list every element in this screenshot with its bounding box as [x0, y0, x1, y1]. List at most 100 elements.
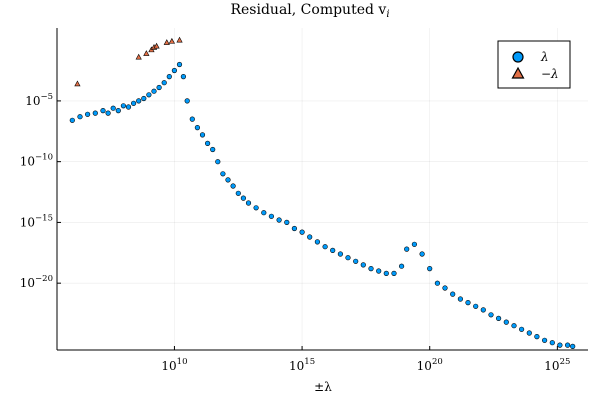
lambda-point-29	[225, 177, 231, 183]
lambda-point-75	[564, 342, 571, 348]
lambda-point-4	[100, 107, 106, 114]
lambda-point-53	[399, 263, 405, 269]
axes	[56, 28, 588, 351]
neg-lambda-point-1	[135, 53, 142, 60]
lambda-point-12	[141, 95, 147, 102]
lambda-point-72	[541, 337, 548, 343]
lambda-point-46	[345, 255, 351, 261]
neg-lambda-point-5	[153, 42, 160, 49]
lambda-point-50	[376, 268, 382, 274]
neg-lambda-point-6	[163, 39, 170, 45]
lambda-point-51	[383, 270, 389, 277]
lambda-point-3	[92, 110, 98, 116]
lambda-point-56	[419, 251, 425, 257]
lambda-point-38	[284, 219, 290, 225]
lambda-point-15	[156, 84, 162, 91]
lambda-point-19	[176, 61, 183, 68]
neg-lambda-point-0	[74, 80, 81, 87]
lambda-point-28	[220, 171, 226, 177]
lambda-point-58	[434, 280, 441, 286]
lambda-point-71	[534, 334, 540, 340]
lambda-point-32	[240, 195, 246, 201]
lambda-point-47	[353, 258, 359, 264]
legend: λ −λ	[497, 40, 571, 89]
legend-label-neg-lambda: −λ	[541, 67, 559, 81]
lambda-point-21	[184, 98, 190, 104]
lambda-point-63	[473, 303, 479, 309]
series-neg-lambda-points	[74, 36, 183, 87]
lambda-point-66	[496, 315, 502, 322]
y-tick-label-1: 10−10	[20, 153, 53, 169]
lambda-point-18	[171, 67, 177, 74]
lambda-point-26	[210, 146, 216, 153]
y-tick-label-3: 10−20	[20, 274, 53, 290]
lambda-point-16	[161, 80, 167, 86]
lambda-point-54	[404, 246, 410, 252]
lambda-point-45	[337, 251, 344, 257]
x-tick-label-0: 1010	[161, 357, 187, 373]
x-tick-label-2: 1020	[417, 357, 443, 373]
lambda-point-59	[442, 285, 448, 291]
lambda-point-68	[511, 323, 517, 329]
lambda-point-33	[245, 200, 252, 206]
lambda-point-6	[110, 105, 116, 111]
lambda-point-25	[205, 140, 211, 146]
neg-lambda-point-7	[168, 37, 175, 44]
lambda-point-42	[314, 239, 321, 245]
lambda-point-23	[194, 124, 200, 131]
lambda-point-30	[230, 183, 236, 189]
lambda-point-43	[322, 244, 328, 250]
lambda-point-31	[235, 190, 241, 196]
chart-title: Residual, Computed vi	[230, 2, 389, 20]
lambda-point-67	[503, 319, 509, 325]
lambda-point-9	[125, 104, 132, 110]
lambda-point-34	[253, 205, 259, 211]
lambda-point-65	[488, 312, 494, 318]
x-tick-label-1: 1015	[289, 357, 315, 373]
lambda-point-60	[450, 291, 456, 297]
legend-triangle-marker	[511, 66, 525, 79]
lambda-point-70	[526, 330, 532, 336]
lambda-point-8	[120, 103, 126, 109]
x-axis-label: ±λ	[314, 380, 332, 394]
lambda-point-40	[299, 229, 305, 235]
lambda-point-7	[115, 107, 121, 114]
neg-lambda-point-8	[176, 36, 183, 43]
lambda-point-24	[199, 132, 206, 138]
lambda-point-74	[557, 342, 563, 348]
lambda-point-20	[180, 73, 186, 80]
lambda-point-27	[215, 159, 221, 165]
legend-circle-marker	[512, 51, 524, 63]
lambda-point-73	[549, 340, 555, 346]
x-tick-label-3: 1025	[544, 357, 570, 373]
tick-labels: 1010 1015 1020 1025 10−5 10−10 10−15 10−20	[20, 92, 571, 373]
lambda-point-0	[69, 117, 75, 123]
y-tick-label-2: 10−15	[20, 213, 53, 229]
lambda-point-1	[77, 114, 83, 120]
lambda-point-11	[136, 98, 142, 104]
lambda-point-41	[307, 234, 313, 240]
series-lambda-points	[69, 61, 576, 350]
lambda-point-39	[291, 225, 298, 232]
lambda-point-36	[268, 213, 275, 219]
lambda-point-5	[105, 110, 111, 116]
lambda-point-14	[151, 88, 157, 94]
lambda-point-10	[131, 100, 137, 106]
lambda-point-13	[146, 92, 152, 98]
neg-lambda-point-2	[143, 50, 150, 56]
lambda-point-55	[411, 241, 418, 247]
lambda-point-48	[360, 262, 366, 268]
legend-label-lambda: λ	[540, 50, 549, 64]
y-tick-label-0: 10−5	[25, 92, 53, 108]
lambda-point-52	[391, 270, 397, 277]
lambda-point-62	[465, 300, 471, 306]
lambda-point-35	[261, 210, 267, 216]
lambda-point-69	[518, 326, 525, 332]
lambda-point-44	[330, 247, 336, 253]
lambda-point-64	[480, 307, 486, 313]
legend-box	[497, 40, 571, 89]
lambda-point-37	[276, 217, 282, 223]
lambda-point-2	[84, 111, 91, 117]
lambda-point-57	[427, 266, 433, 272]
